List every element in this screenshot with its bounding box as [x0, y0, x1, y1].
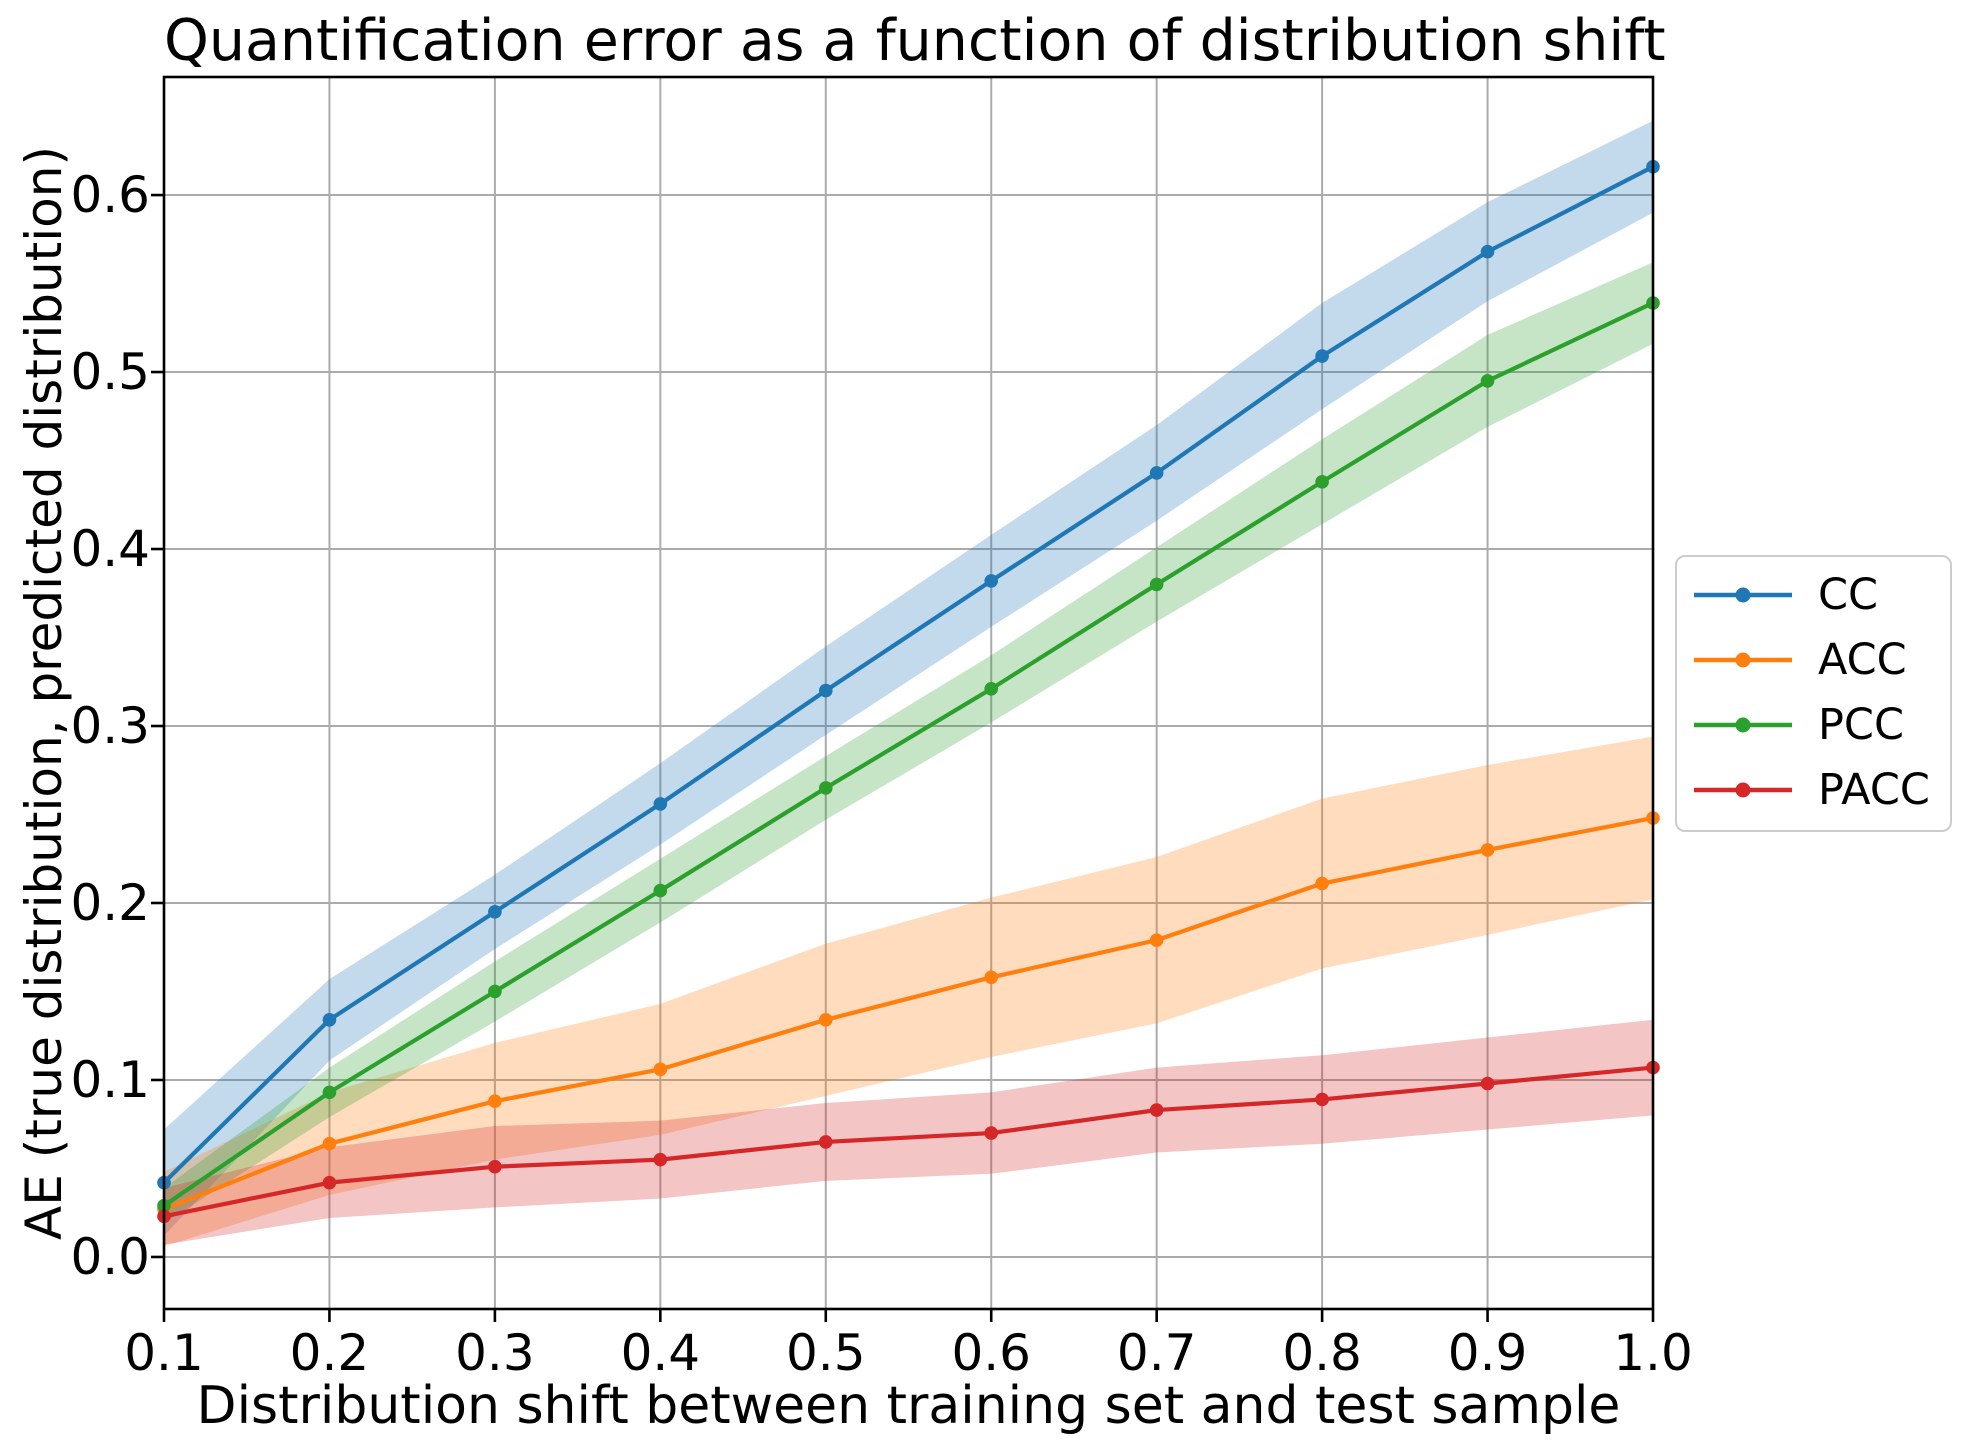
pcc-line-swatch	[1694, 717, 1792, 733]
acc-marker	[1315, 876, 1329, 891]
x-tick-label: 0.2	[290, 1324, 370, 1382]
pacc-marker	[818, 1135, 833, 1149]
pcc-marker	[984, 682, 999, 696]
acc-marker	[984, 970, 999, 985]
cc-marker	[1315, 349, 1329, 363]
x-tick-label: 0.6	[951, 1324, 1031, 1382]
x-tick-label: 0.1	[124, 1324, 204, 1382]
chart-title: Quantification error as a function of di…	[164, 8, 1666, 74]
pacc-line-swatch	[1694, 782, 1792, 798]
acc-confidence-band	[164, 736, 1653, 1247]
acc-marker	[653, 1062, 668, 1077]
y-tick-label: 0.2	[70, 874, 150, 932]
pcc-line	[161, 300, 1656, 1208]
pcc-marker	[1480, 374, 1495, 388]
legend-label-acc: ACC	[1818, 635, 1907, 685]
pacc-marker	[984, 1126, 999, 1140]
cc-marker	[818, 683, 833, 698]
acc-marker	[322, 1136, 337, 1151]
x-tick-label: 0.7	[1117, 1324, 1197, 1382]
acc-marker	[1480, 843, 1495, 857]
axes-spines	[162, 75, 1655, 1311]
pcc-marker	[1315, 474, 1329, 489]
pcc-marker	[1149, 577, 1164, 592]
x-tick-label: 1.0	[1613, 1324, 1693, 1382]
pcc-marker	[653, 883, 668, 898]
legend-label-cc: CC	[1818, 570, 1879, 620]
legend-label-pacc: PACC	[1818, 765, 1930, 815]
y-tick-label: 0.6	[70, 166, 150, 224]
pacc-confidence-band	[164, 1019, 1653, 1245]
x-tick-label: 0.3	[455, 1324, 535, 1382]
x-tick-label: 0.8	[1282, 1324, 1362, 1382]
legend-item-pacc: PACC	[1692, 760, 1950, 820]
pacc-line	[161, 1065, 1656, 1219]
pacc-marker	[1149, 1103, 1164, 1117]
acc-marker	[488, 1094, 502, 1109]
pcc-marker	[322, 1085, 337, 1100]
legend-item-acc: ACC	[1692, 630, 1950, 690]
pacc-marker	[322, 1175, 337, 1190]
cc-line-swatch	[1694, 587, 1792, 603]
legend-item-pcc: PCC	[1692, 695, 1950, 755]
pacc-marker	[1315, 1092, 1329, 1107]
legend: CC ACC PCC PACC	[1675, 555, 1952, 832]
acc-marker	[818, 1013, 833, 1027]
x-axis-label: Distribution shift between training set …	[196, 1376, 1621, 1436]
cc-marker	[488, 905, 502, 919]
acc-marker	[1149, 933, 1164, 947]
acc-line-swatch	[1694, 652, 1792, 668]
y-tick-label: 0.5	[70, 343, 150, 401]
x-tick-label: 0.4	[621, 1324, 701, 1382]
pacc-marker	[653, 1152, 668, 1167]
cc-marker	[1149, 466, 1164, 480]
pcc-confidence-band	[164, 262, 1653, 1224]
x-tick-label: 0.9	[1448, 1324, 1528, 1382]
legend-label-pcc: PCC	[1818, 700, 1904, 750]
acc-line	[161, 815, 1656, 1212]
pcc-marker	[818, 781, 833, 795]
x-tick-label: 0.5	[786, 1324, 866, 1382]
pacc-marker	[488, 1159, 502, 1174]
y-tick-label: 0.4	[70, 520, 150, 578]
pacc-marker	[1480, 1076, 1495, 1091]
y-tick-label: 0.1	[70, 1051, 150, 1109]
cc-line	[161, 164, 1656, 1185]
cc-marker	[322, 1013, 337, 1027]
y-tick-label: 0.3	[70, 697, 150, 755]
cc-marker	[653, 797, 668, 811]
legend-item-cc: CC	[1692, 565, 1950, 625]
y-tick-label: 0.0	[70, 1228, 150, 1286]
cc-marker	[1480, 244, 1495, 259]
pcc-marker	[488, 984, 502, 999]
cc-marker	[984, 574, 999, 588]
cc-confidence-band	[164, 120, 1653, 1236]
